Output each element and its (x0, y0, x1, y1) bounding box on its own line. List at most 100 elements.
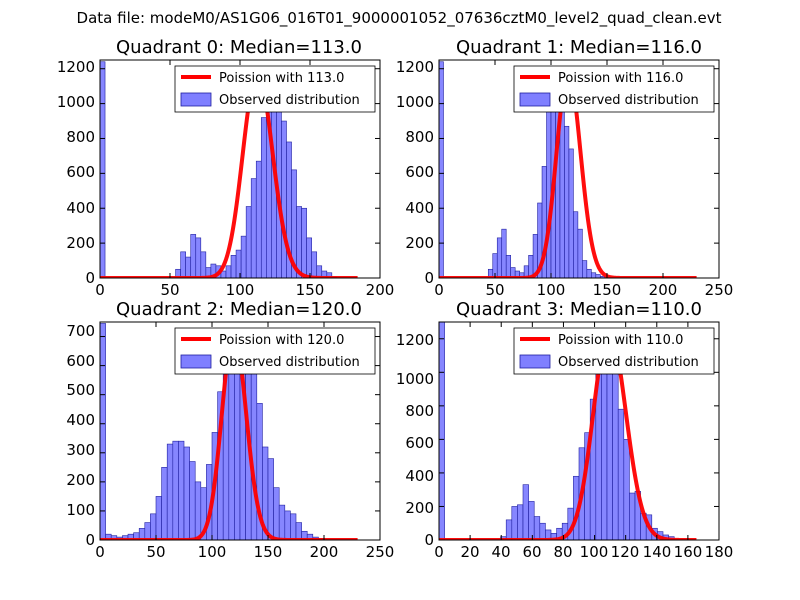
histogram-bar (240, 235, 247, 278)
legend-box (174, 327, 376, 375)
x-tick-label: 50 (485, 281, 504, 299)
histogram-bar (189, 461, 196, 540)
x-tick-label: 50 (160, 281, 179, 299)
histogram-bar (559, 106, 565, 278)
histogram-bar (178, 440, 185, 540)
y-tick-label: 600 (405, 163, 434, 181)
panel-quadrant-1: Quadrant 1: Median=116.0 0 50 100 150 20… (396, 37, 734, 299)
legend: Poission with 116.0 Observed distributio… (513, 65, 715, 113)
x-tick-label: 140 (643, 543, 672, 561)
y-tick-label: 600 (66, 352, 95, 370)
x-tick-label: 100 (537, 281, 566, 299)
figure-suptitle: Data file: modeM0/AS1G06_016T01_90000010… (77, 9, 722, 28)
y-tick-label: 0 (424, 269, 434, 287)
legend-observed-swatch (180, 354, 212, 369)
histogram-bar (522, 484, 529, 540)
x-tick-label: 0 (434, 281, 444, 299)
histogram-bar (501, 228, 507, 278)
y-tick-labels: 0 200 400 600 800 1000 1200 (396, 331, 434, 549)
legend-poisson-label: Poission with 120.0 (219, 333, 344, 348)
y-tick-label: 200 (405, 234, 434, 252)
histogram-bar (629, 492, 636, 540)
x-tick-labels: 0 50 100 150 200 250 (95, 543, 394, 561)
legend: Poission with 110.0 Observed distributio… (513, 327, 715, 375)
histogram-bar (230, 255, 237, 278)
histogram-bar (185, 256, 192, 278)
y-tick-label: 1200 (396, 331, 434, 349)
panel-title: Quadrant 2: Median=120.0 (116, 299, 362, 320)
panel-title: Quadrant 1: Median=116.0 (456, 37, 702, 58)
y-tick-label: 800 (66, 128, 95, 146)
histogram-bar (161, 467, 168, 540)
y-tick-labels: 0 200 400 600 800 1000 1200 (396, 58, 434, 287)
panel-quadrant-3: Quadrant 3: Median=110.0 0 20 40 60 80 1… (396, 299, 734, 561)
panel-title: Quadrant 3: Median=110.0 (456, 299, 702, 320)
legend: Poission with 120.0 Observed distributio… (174, 327, 376, 375)
histogram-bar (284, 510, 291, 540)
histogram-bar (100, 61, 106, 278)
poisson-curve (439, 328, 698, 540)
y-tick-label: 800 (405, 128, 434, 146)
y-tick-label: 100 (66, 501, 95, 519)
histogram-bar (511, 506, 518, 540)
y-tick-label: 600 (405, 434, 434, 452)
histogram-bar (245, 206, 252, 278)
histogram-bar (250, 178, 257, 278)
histogram-bar (301, 207, 307, 278)
y-tick-label: 1000 (396, 93, 434, 111)
histogram-bar (582, 260, 588, 278)
x-tick-labels: 0 50 100 150 200 (95, 281, 394, 299)
y-tick-label: 200 (405, 499, 434, 517)
histogram-bar (591, 272, 597, 278)
histogram-bar (200, 251, 207, 278)
histogram-bar (496, 237, 503, 278)
axes-frame (438, 321, 720, 541)
legend-poisson-label: Poission with 113.0 (219, 71, 344, 86)
x-tick-label: 250 (705, 281, 734, 299)
histogram-bar (183, 446, 190, 540)
x-tick-labels: 0 20 40 60 80 100 120 140 160 180 (434, 543, 733, 561)
axes-frame (438, 59, 720, 279)
histogram-bar (172, 440, 179, 540)
x-tick-label: 50 (146, 543, 165, 561)
y-tick-label: 300 (66, 441, 95, 459)
legend: Poission with 113.0 Observed distributio… (174, 65, 376, 113)
y-tick-label: 400 (66, 411, 95, 429)
histogram-bar (260, 117, 267, 278)
histogram-bar (528, 501, 535, 540)
legend-observed-label: Observed distribution (558, 355, 699, 370)
legend-observed-swatch (180, 92, 212, 107)
y-tick-label: 700 (66, 322, 95, 340)
legend-observed-label: Observed distribution (219, 355, 360, 370)
y-tick-label: 200 (66, 234, 95, 252)
histogram-bar (273, 487, 280, 540)
y-tick-label: 0 (85, 269, 95, 287)
histogram-bar (623, 439, 630, 540)
y-tick-label: 400 (66, 199, 95, 217)
x-tick-label: 100 (580, 543, 609, 561)
y-tick-label: 1200 (396, 58, 434, 76)
legend-observed-label: Observed distribution (558, 93, 699, 108)
y-tick-labels: 0 100 200 300 400 500 600 700 (66, 322, 95, 549)
histogram-bar (144, 522, 151, 540)
x-tick-label: 120 (611, 543, 640, 561)
x-tick-label: 40 (491, 543, 510, 561)
histogram-bar (439, 61, 444, 278)
histogram-bar (617, 408, 625, 540)
y-tick-label: 1200 (57, 58, 95, 76)
x-tick-label: 80 (553, 543, 572, 561)
y-tick-labels: 0 200 400 600 800 1000 1200 (57, 58, 95, 287)
y-tick-label: 500 (66, 381, 95, 399)
y-tick-label: 400 (405, 199, 434, 217)
y-tick-label: 600 (66, 163, 95, 181)
histogram-bar (311, 251, 318, 278)
legend-observed-swatch (519, 354, 551, 369)
y-tick-label: 800 (405, 402, 434, 420)
histogram-bar (568, 148, 574, 278)
axes-frame (99, 321, 381, 541)
legend-observed-label: Observed distribution (219, 93, 360, 108)
histogram-bar (190, 234, 197, 278)
panel-title: Quadrant 0: Median=113.0 (116, 37, 362, 58)
x-tick-label: 0 (95, 281, 105, 299)
histogram-bar (517, 504, 524, 540)
